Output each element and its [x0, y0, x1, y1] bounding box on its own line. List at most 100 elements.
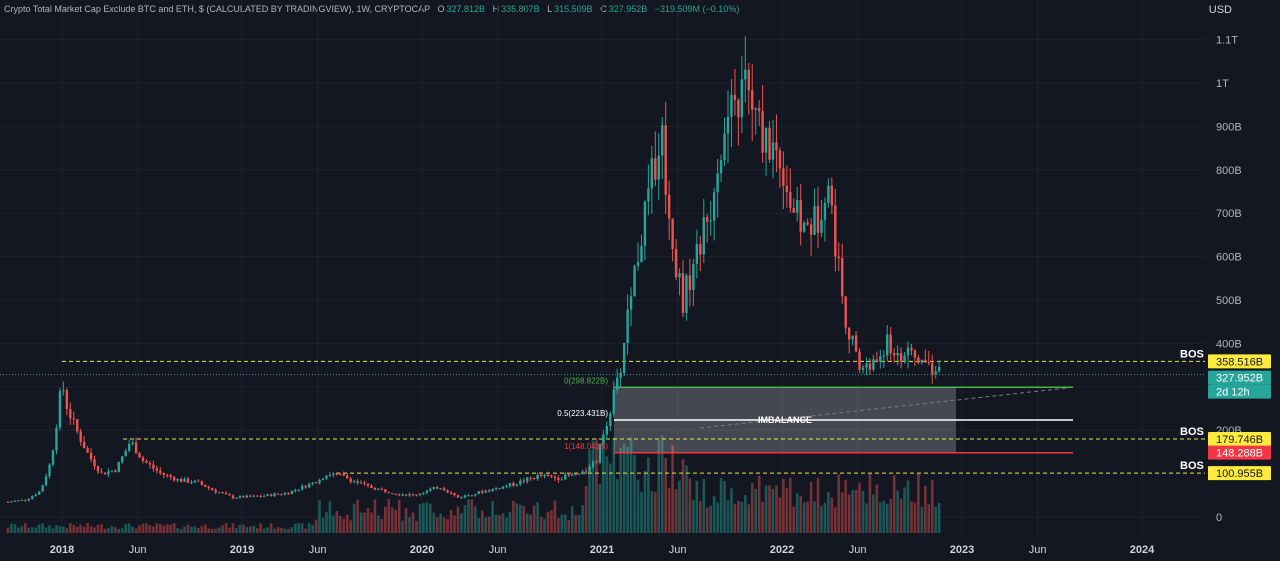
- candle-body: [823, 202, 827, 220]
- candle-body: [290, 490, 294, 495]
- fib-level-label: 0.5(223.431B): [557, 409, 608, 418]
- volume-bar: [55, 525, 58, 533]
- volume-bar: [470, 499, 474, 533]
- candle-body: [564, 474, 567, 480]
- candle-body: [34, 494, 37, 497]
- volume-bar: [380, 518, 384, 533]
- candle-body: [446, 490, 449, 493]
- volume-bar: [785, 487, 789, 533]
- volume-bar: [290, 527, 294, 533]
- candle-body: [183, 478, 186, 482]
- candle-body: [37, 491, 41, 495]
- candle-body: [200, 481, 204, 485]
- volume-bar: [844, 479, 847, 533]
- candle-body: [616, 377, 619, 390]
- candle-body: [121, 456, 124, 463]
- price-tag-text: 148.288B: [1216, 448, 1263, 460]
- volume-bar: [505, 517, 508, 533]
- candle-body: [622, 342, 626, 373]
- volume-bar: [172, 523, 176, 533]
- time-axis[interactable]: 2018 Jun 2019 Jun 2020 Jun 2021 Jun 2022 Jun 2023 J…: [50, 544, 1155, 556]
- volume-bar: [654, 492, 657, 533]
- volume-bar: [896, 490, 899, 533]
- volume-bar: [695, 480, 699, 533]
- candle-body: [865, 363, 868, 368]
- candle-body: [436, 486, 439, 489]
- volume-bar: [93, 527, 96, 533]
- volume-bar: [851, 490, 854, 533]
- volume-bar: [671, 444, 674, 533]
- volume-bar: [231, 523, 235, 533]
- volume-bar: [200, 525, 204, 533]
- volume-bar: [34, 527, 37, 533]
- candle-body: [13, 500, 17, 502]
- candle-body: [851, 335, 854, 340]
- volume-bar: [477, 518, 481, 533]
- candle-body: [567, 474, 570, 476]
- annotation-labels: BOS BOS BOS 0(298.822B) 0.5(223.431B) 1(148.0…: [557, 348, 1204, 472]
- candle-body: [162, 472, 165, 475]
- y-tick-label: 500B: [1216, 295, 1242, 307]
- price-tag-box: [1208, 354, 1271, 369]
- x-tick-label: Jun: [1029, 544, 1047, 556]
- volume-bar: [449, 509, 453, 533]
- volume-bar: [352, 503, 356, 533]
- candle-body: [259, 496, 262, 498]
- candle-body: [751, 90, 754, 110]
- candle-body: [882, 355, 885, 357]
- volume-bar: [910, 501, 913, 533]
- volume-bar: [287, 528, 290, 533]
- candle-body: [896, 353, 899, 356]
- candle-body: [197, 480, 200, 482]
- volume-bar: [37, 524, 41, 533]
- volume-bar: [647, 457, 650, 533]
- volume-bar: [681, 459, 685, 533]
- candle-body: [339, 473, 342, 475]
- candle-body: [591, 461, 595, 467]
- candle-body: [41, 485, 44, 492]
- candle-body: [31, 496, 34, 499]
- y-tick-label: 800B: [1216, 165, 1242, 177]
- candle-body: [581, 471, 584, 474]
- volume-bar: [827, 492, 830, 533]
- candle-body: [557, 478, 560, 480]
- volume-bar: [44, 527, 48, 533]
- candle-body: [394, 493, 397, 495]
- candle-body: [346, 475, 349, 479]
- candle-body: [359, 482, 363, 484]
- volume-bar: [892, 475, 896, 533]
- candle-body: [114, 470, 117, 472]
- candle-body: [785, 185, 789, 193]
- volume-bar: [650, 491, 654, 533]
- volume-bar: [107, 528, 110, 533]
- candle-body: [508, 483, 512, 487]
- candle-body: [58, 390, 62, 428]
- volume-bar: [733, 504, 737, 533]
- volume-bar: [453, 515, 456, 533]
- candle-body: [418, 493, 422, 495]
- close-value: 327.952B: [608, 4, 648, 14]
- candle-body: [211, 488, 214, 490]
- volume-bar: [491, 501, 494, 533]
- price-tag-text: 179.746B: [1216, 434, 1263, 446]
- volume-bar: [688, 478, 692, 533]
- volume-bar: [875, 484, 879, 533]
- candle-body: [602, 434, 605, 444]
- volume-bar: [186, 524, 190, 533]
- volume-bar: [806, 501, 809, 533]
- volume-bar: [626, 446, 629, 533]
- volume-bar: [210, 528, 214, 533]
- volume-bar: [636, 479, 640, 533]
- candle-body: [550, 475, 553, 477]
- candle-body: [498, 488, 501, 490]
- candle-body: [605, 426, 609, 435]
- candle-body: [460, 497, 463, 499]
- currency-label[interactable]: USD: [1208, 4, 1232, 16]
- volume-bar: [605, 456, 609, 533]
- candle-body: [913, 350, 917, 358]
- candle-body: [789, 192, 792, 209]
- volume-bar: [546, 511, 550, 533]
- candle-body: [62, 390, 65, 392]
- volume-bar: [885, 503, 889, 533]
